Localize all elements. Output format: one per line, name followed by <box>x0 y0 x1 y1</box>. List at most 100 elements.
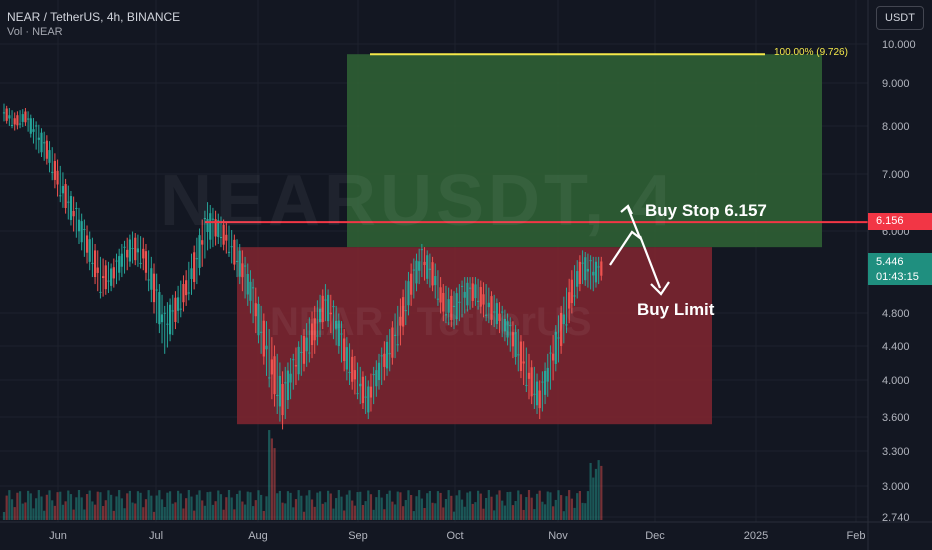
volume-bar <box>219 494 223 520</box>
volume-bar <box>439 492 442 520</box>
y-tick-label: 3.600 <box>882 412 910 424</box>
candle-body <box>600 261 603 276</box>
candle-body <box>343 338 346 362</box>
candle-body <box>219 236 223 238</box>
x-tick-label: Sep <box>348 530 368 542</box>
candle-body <box>252 287 255 289</box>
candle-body <box>238 250 241 277</box>
volume-bar <box>361 504 365 520</box>
currency-button[interactable]: USDT <box>876 6 924 30</box>
candle-body <box>458 301 461 303</box>
volume-bar <box>560 495 563 520</box>
candle-body <box>444 314 448 316</box>
volume-bar <box>538 490 541 520</box>
volume-bar <box>93 504 97 520</box>
stop-zone[interactable] <box>237 247 712 425</box>
volume-bar <box>252 506 255 520</box>
candle-body <box>187 292 190 294</box>
volume-bar <box>498 490 501 520</box>
volume-bar <box>447 490 450 520</box>
volume-bar <box>589 462 592 520</box>
candle-body <box>541 381 544 383</box>
candle-body <box>359 383 362 387</box>
volume-bar <box>284 503 287 520</box>
volume-bar <box>367 490 370 520</box>
volume-bar <box>305 495 308 520</box>
candle-body <box>249 281 252 301</box>
candle-body <box>233 239 236 265</box>
volume-bar <box>511 505 515 520</box>
target-zone[interactable] <box>347 54 822 248</box>
x-tick-label: Aug <box>248 530 268 542</box>
volume-indicator-label[interactable]: Vol · NEAR <box>7 26 63 38</box>
candle-body <box>118 256 121 273</box>
candle-body <box>32 129 35 132</box>
candle-body <box>393 334 397 336</box>
volume-bar <box>238 490 241 520</box>
candle-body <box>426 255 429 279</box>
volume-bar <box>190 496 193 520</box>
candle-body <box>294 365 298 367</box>
volume-bar <box>128 490 131 520</box>
candle-body <box>353 370 356 380</box>
candle-body <box>179 308 182 310</box>
price-axis[interactable]: 10.0009.0008.0007.0006.0004.8004.4004.00… <box>882 39 916 524</box>
y-tick-label: 10.000 <box>882 39 916 51</box>
candle-body <box>166 323 169 325</box>
candle-body <box>29 118 32 134</box>
candle-body <box>110 268 113 286</box>
candle-body <box>581 262 584 264</box>
candle-body <box>126 249 129 258</box>
candle-body <box>552 353 555 361</box>
candle-body <box>201 240 204 245</box>
candle-body <box>517 354 520 356</box>
symbol-title[interactable]: NEAR / TetherUS, 4h, BINANCE <box>7 10 181 24</box>
volume-bar <box>265 496 268 520</box>
bar-countdown: 01:43:15 <box>876 271 919 284</box>
volume-bar <box>468 491 472 520</box>
candle-body <box>262 320 265 357</box>
symbol-watermark: NEARUSDT, 4 <box>160 161 677 241</box>
candle-body <box>286 370 290 401</box>
candle-body <box>171 310 174 312</box>
volume-bar <box>75 497 78 520</box>
candle-body <box>37 137 40 140</box>
candle-body <box>452 305 456 307</box>
volume-bar <box>270 438 273 520</box>
volume-bar <box>463 506 466 520</box>
volume-bar <box>96 491 99 520</box>
volume-bar <box>436 491 440 520</box>
time-axis[interactable]: Jun Jul Aug Sep Oct Nov Dec 2025 Feb <box>49 530 865 542</box>
volume-bar <box>369 494 373 520</box>
volume-bar <box>375 497 378 520</box>
buy-stop-annotation[interactable]: Buy Stop 6.157 <box>645 201 767 220</box>
volume-bar <box>214 501 217 520</box>
arrows <box>609 204 670 296</box>
volume-bar <box>56 492 59 520</box>
candle-body <box>278 375 281 407</box>
candle-body <box>589 260 592 262</box>
volume-bar <box>552 506 555 520</box>
candle-body <box>493 311 496 313</box>
candle-body <box>270 359 273 375</box>
candle-body <box>56 170 59 185</box>
candle-body <box>463 291 466 298</box>
volume-bar <box>450 495 453 520</box>
candle-body <box>477 300 480 302</box>
volume-bar <box>123 508 126 520</box>
volume-bar <box>487 490 490 520</box>
arrow-up-icon <box>609 207 643 266</box>
x-tick-label: Dec <box>645 530 665 542</box>
volume-bar <box>150 495 153 520</box>
candle-body <box>174 297 177 322</box>
candle-body <box>356 393 359 395</box>
volume-bar <box>541 501 544 520</box>
volume-bar <box>227 490 231 520</box>
candle-body <box>337 320 340 347</box>
candle-body <box>568 292 571 309</box>
volume-bar <box>136 491 140 520</box>
candle-body <box>367 386 370 413</box>
buy-limit-annotation[interactable]: Buy Limit <box>637 300 715 319</box>
candle-body <box>120 253 123 267</box>
